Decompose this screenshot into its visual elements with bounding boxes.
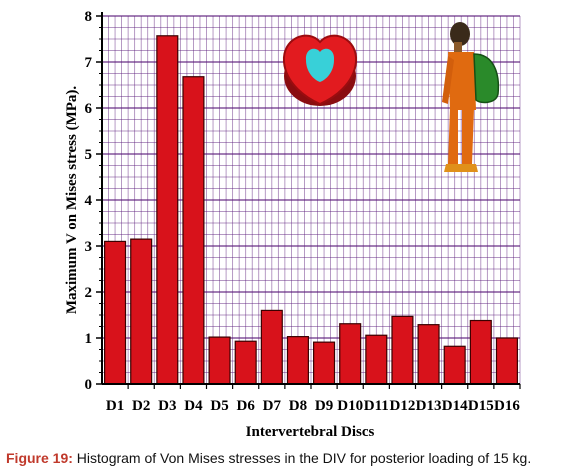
bar-d6 — [234, 340, 257, 385]
bar-d11 — [365, 334, 388, 385]
caption-text: Histogram of Von Mises stresses in the D… — [72, 450, 532, 466]
x-tick-label-d15: D15 — [468, 398, 494, 414]
y-tick-label: 6 — [85, 101, 93, 117]
figure-caption: Figure 19: Histogram of Von Mises stress… — [6, 450, 576, 466]
x-axis-title: Intervertebral Discs — [246, 424, 375, 440]
x-tick-label-d4: D4 — [184, 398, 203, 414]
x-tick-label-d5: D5 — [210, 398, 228, 414]
x-tick-label-d2: D2 — [132, 398, 150, 414]
x-tick-label-d3: D3 — [158, 398, 176, 414]
bar-d10 — [339, 323, 362, 385]
y-axis-title: Maximum V on Mises stress (MPa). — [64, 86, 80, 315]
y-tick-label: 0 — [85, 377, 93, 393]
bars — [104, 35, 518, 385]
disc-stress-icon — [282, 34, 358, 106]
bar-d4 — [182, 76, 205, 385]
bar-d16 — [495, 337, 518, 385]
bar-d5 — [208, 336, 231, 385]
bar-d1 — [104, 240, 127, 385]
chart-container: 0 1 2 3 4 5 6 7 8 D1 D2 D3 D4 D5 D6 D7 D8 D9 D10 D11 D12 D13 D… — [64, 9, 521, 440]
x-tick-label-d1: D1 — [106, 398, 124, 414]
y-tick-label: 2 — [85, 285, 93, 301]
x-tick-label-d8: D8 — [289, 398, 307, 414]
bar-d7 — [260, 309, 283, 385]
person-backpack-icon — [442, 22, 500, 172]
y-tick-label: 4 — [85, 193, 93, 209]
bar-d12 — [391, 315, 414, 385]
bar-d9 — [313, 341, 336, 385]
bar-d15 — [469, 319, 492, 385]
y-tick-label: 1 — [85, 331, 93, 347]
x-tick-label-d16: D16 — [494, 398, 520, 414]
x-tick-label-d11: D11 — [364, 398, 389, 414]
y-tick-label: 8 — [85, 9, 93, 25]
bar-d13 — [417, 324, 440, 385]
y-tick-label: 3 — [85, 239, 93, 255]
bar-d3 — [156, 35, 179, 385]
x-tick-label-d10: D10 — [337, 398, 363, 414]
x-tick-label-d6: D6 — [237, 398, 256, 414]
bar-d8 — [286, 336, 309, 385]
illustrations — [282, 22, 500, 172]
x-tick-label-d13: D13 — [416, 398, 442, 414]
bar-d2 — [130, 238, 153, 385]
x-tick-label-d7: D7 — [263, 398, 282, 414]
y-tick-label: 5 — [85, 147, 93, 163]
x-tick-label-d9: D9 — [315, 398, 333, 414]
caption-label: Figure 19: — [6, 450, 73, 466]
x-tick-label-d14: D14 — [442, 398, 468, 414]
y-tick-label: 7 — [85, 55, 93, 71]
x-tick-label-d12: D12 — [390, 398, 416, 414]
bar-d14 — [443, 345, 466, 385]
